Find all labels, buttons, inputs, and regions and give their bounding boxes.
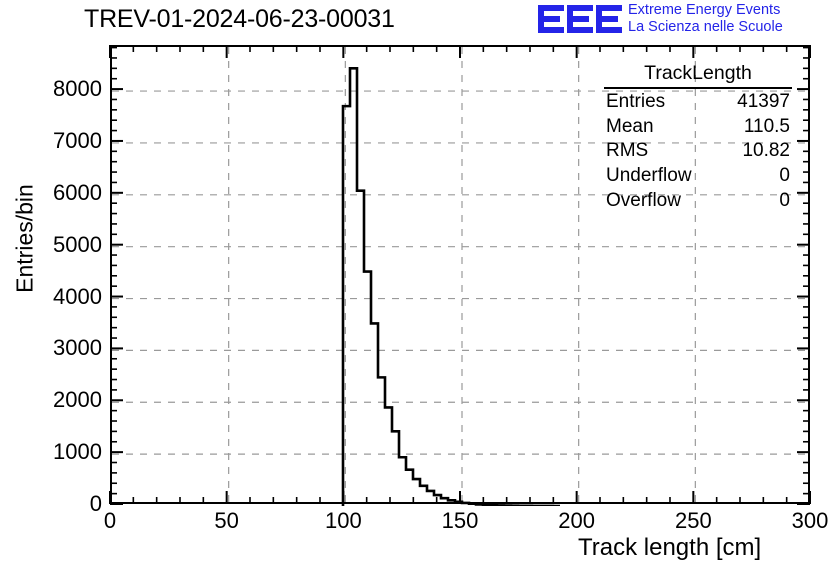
stats-box: TrackLength Entries 41397 Mean 110.5 RMS 10.8… [604, 62, 792, 213]
x-axis-tick-label: 0 [103, 508, 117, 533]
y-axis-tick-label: 2000 [53, 387, 102, 413]
stats-title: TrackLength [604, 62, 792, 89]
x-axis-tick-label: 50 [214, 508, 239, 533]
stats-row-value: 10.82 [742, 140, 790, 162]
stats-row: Underflow 0 [604, 164, 792, 189]
eee-letter-icon [567, 5, 593, 34]
y-axis-tick-labels: 0 1000 2000 3000 4000 5000 6000 7000 8000 [0, 45, 102, 516]
eee-logo-mark [538, 5, 622, 34]
x-axis-tick-label: 250 [674, 508, 712, 533]
stats-row-label: Underflow [606, 165, 692, 187]
eee-letter-icon [596, 5, 622, 34]
x-axis-tick-label: 150 [441, 508, 479, 533]
page-title: TREV-01-2024-06-23-00031 [84, 5, 395, 33]
x-axis-title: Track length [cm] [578, 534, 762, 561]
y-axis-tick-label: 3000 [53, 335, 102, 361]
stats-row-label: Mean [606, 115, 654, 137]
stats-row-value: 0 [779, 189, 790, 211]
y-axis-tick-label: 0 [89, 491, 102, 516]
y-axis-tick-label: 5000 [53, 231, 102, 257]
x-axis-tick-label: 100 [324, 508, 362, 533]
stats-row: Overflow 0 [604, 189, 792, 214]
y-axis-tick-label: 4000 [53, 283, 102, 309]
eee-letter-icon [538, 5, 564, 34]
stats-rows: Entries 41397 Mean 110.5 RMS 10.82 Underflow 0 O… [604, 90, 792, 213]
stats-row-label: Entries [606, 91, 666, 112]
stats-row-label: Overflow [606, 189, 681, 211]
stats-row: Mean 110.5 [604, 115, 792, 140]
grid-layer [112, 47, 812, 506]
stats-row: Entries 41397 [604, 90, 792, 115]
histogram-series [341, 66, 560, 506]
eee-logo: Extreme Energy Events La Scienza nelle S… [538, 2, 783, 36]
eee-logo-line1: Extreme Energy Events [628, 2, 781, 18]
x-axis-tick-labels: 0 50 100 150 200 250 300 [104, 508, 828, 538]
y-axis-tick-label: 6000 [53, 179, 102, 205]
stats-row-value: 0 [779, 165, 790, 187]
y-axis-tick-label: 1000 [53, 439, 102, 465]
eee-logo-text: Extreme Energy Events La Scienza nelle S… [628, 2, 783, 36]
eee-logo-line2: La Scienza nelle Scuole [628, 19, 783, 36]
plot-frame [110, 45, 812, 506]
x-axis-tick-label: 200 [558, 508, 596, 533]
stats-row-value: 110.5 [743, 115, 790, 137]
y-axis-tick-label: 7000 [53, 127, 102, 153]
stats-row-label: RMS [606, 140, 649, 162]
y-axis-tick-label: 8000 [53, 76, 102, 102]
stats-row-value: 41397 [737, 91, 790, 112]
stats-row: RMS 10.82 [604, 139, 792, 164]
x-axis-tick-label: 300 [791, 508, 829, 533]
